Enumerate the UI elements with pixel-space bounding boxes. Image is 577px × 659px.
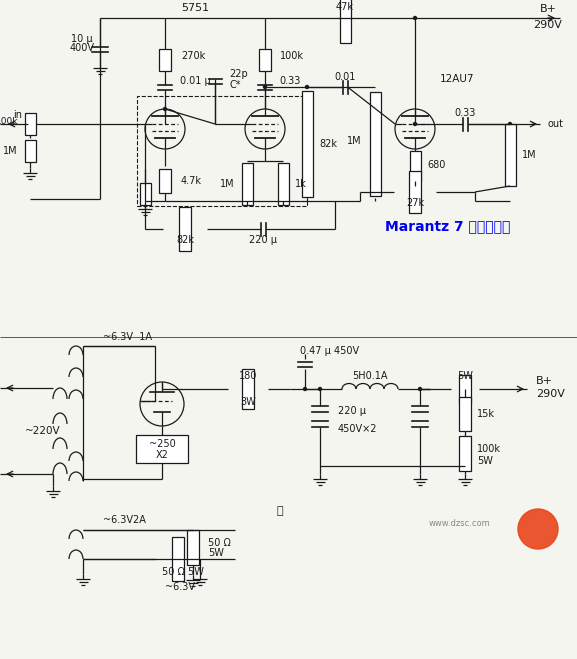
Bar	[179, 207, 191, 251]
Bar	[187, 530, 199, 565]
Text: 15k: 15k	[477, 409, 495, 419]
Bar	[137, 96, 307, 206]
Circle shape	[508, 123, 511, 125]
Text: 0.01 μ: 0.01 μ	[180, 76, 211, 86]
Text: 290V: 290V	[534, 20, 563, 30]
Text: 5W: 5W	[477, 455, 493, 465]
Circle shape	[414, 16, 417, 20]
Text: 450V×2: 450V×2	[338, 424, 377, 434]
Text: 100k: 100k	[0, 117, 18, 125]
Text: 0.47 μ 450V: 0.47 μ 450V	[301, 346, 359, 356]
Circle shape	[414, 123, 417, 125]
Text: ~6.3V: ~6.3V	[165, 582, 195, 592]
Text: 100k: 100k	[477, 444, 501, 453]
Text: 1M: 1M	[220, 179, 235, 189]
Text: 5W: 5W	[208, 548, 224, 558]
Text: 27k: 27k	[406, 198, 424, 208]
Text: 一下: 一下	[534, 532, 542, 538]
Bar	[159, 169, 171, 193]
Text: 220 μ: 220 μ	[249, 235, 277, 245]
Bar	[242, 369, 254, 409]
Circle shape	[163, 107, 167, 111]
Text: out: out	[547, 119, 563, 129]
Circle shape	[418, 387, 422, 391]
Text: 图: 图	[277, 506, 283, 516]
Text: C*: C*	[229, 80, 241, 90]
Bar	[410, 151, 421, 181]
Text: 1k: 1k	[295, 179, 307, 189]
Text: 1M: 1M	[347, 136, 362, 146]
Text: 0.33: 0.33	[454, 108, 475, 118]
Text: ~250: ~250	[149, 439, 175, 449]
Text: 82k: 82k	[319, 139, 337, 149]
Bar	[459, 436, 471, 471]
Text: 290V: 290V	[536, 389, 565, 399]
Bar	[302, 91, 313, 197]
Text: 1M: 1M	[522, 150, 537, 160]
Text: 5W: 5W	[457, 371, 473, 381]
Text: B+: B+	[539, 4, 556, 14]
Bar	[140, 183, 151, 205]
Text: ~220V: ~220V	[25, 426, 61, 436]
Circle shape	[518, 509, 558, 549]
Bar	[339, 0, 350, 43]
Circle shape	[264, 86, 267, 88]
Bar	[369, 92, 380, 196]
Bar	[172, 537, 184, 581]
Circle shape	[319, 387, 321, 391]
Text: Marantz 7 前级放大器: Marantz 7 前级放大器	[385, 219, 511, 233]
Text: 3W: 3W	[240, 397, 256, 407]
Text: www.dzsc.com: www.dzsc.com	[429, 519, 491, 529]
Bar	[136, 435, 188, 463]
Text: 0.33: 0.33	[279, 76, 301, 86]
Text: 0.01: 0.01	[334, 72, 355, 82]
Text: 270k: 270k	[181, 51, 205, 61]
Bar	[24, 140, 36, 162]
Text: 47k: 47k	[336, 2, 354, 12]
Text: 50 Ω 5W: 50 Ω 5W	[162, 567, 204, 577]
Circle shape	[305, 86, 309, 88]
Bar	[259, 49, 271, 71]
Text: 50 Ω: 50 Ω	[208, 538, 231, 548]
Text: 220 μ: 220 μ	[338, 406, 366, 416]
Circle shape	[304, 387, 306, 391]
Bar	[409, 171, 421, 213]
Text: 5751: 5751	[181, 3, 209, 13]
Text: 100k: 100k	[280, 51, 304, 61]
Bar	[159, 49, 171, 71]
Text: 5H0.1A: 5H0.1A	[352, 371, 388, 381]
Text: ~6.3V  1A: ~6.3V 1A	[103, 332, 152, 342]
Bar	[459, 375, 471, 403]
Text: 10 μ: 10 μ	[71, 34, 93, 44]
Bar	[278, 163, 288, 205]
Bar	[24, 113, 36, 135]
Text: 180: 180	[239, 371, 257, 381]
Text: ~6.3V2A: ~6.3V2A	[103, 515, 146, 525]
Text: in: in	[13, 110, 23, 120]
Text: 22p: 22p	[229, 69, 248, 79]
Bar	[504, 124, 515, 186]
Text: 680: 680	[427, 160, 445, 170]
Text: 12AU7: 12AU7	[440, 74, 474, 84]
Text: 1M: 1M	[3, 146, 18, 156]
Bar	[459, 397, 471, 431]
Text: 4.7k: 4.7k	[181, 176, 202, 186]
Text: 400V: 400V	[69, 43, 95, 53]
Text: 82k: 82k	[176, 235, 194, 245]
Text: B+: B+	[536, 376, 553, 386]
Bar	[242, 163, 253, 205]
Text: 维库: 维库	[533, 521, 542, 529]
Text: X2: X2	[156, 450, 168, 460]
